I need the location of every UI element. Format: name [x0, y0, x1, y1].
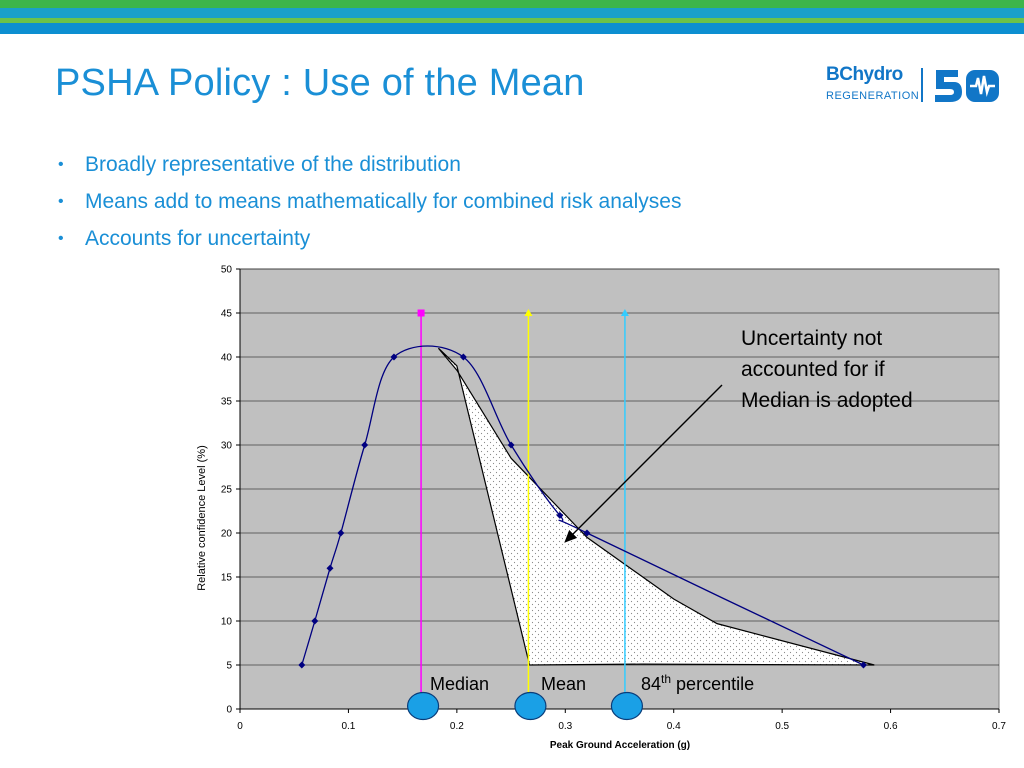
data-point [326, 564, 334, 572]
x-tick-label: 0.2 [450, 721, 464, 732]
percentile-labels: Median Mean 84th percentile [430, 672, 754, 694]
x-tick-label: 0.3 [558, 721, 572, 732]
percentile-label: 84th percentile [641, 672, 754, 694]
logo-brand: BChydro [826, 64, 903, 85]
y-tick-label: 50 [221, 265, 233, 276]
y-tick-label: 5 [226, 661, 232, 672]
bullet-item: • Broadly representative of the distribut… [58, 150, 681, 187]
bullet-text: Accounts for uncertainty [85, 227, 311, 250]
x-tick-label: 0.7 [992, 721, 1006, 732]
annotation-line: Median is adopted [741, 389, 913, 412]
percentile-dot [610, 691, 644, 721]
percentile-lines [417, 309, 629, 705]
y-tick-label: 0 [226, 705, 232, 716]
percentile-label: Mean [541, 674, 586, 694]
logo-50-mark [935, 70, 999, 102]
bullet-dot-icon: • [58, 156, 64, 173]
slide-title: PSHA Policy : Use of the Mean [55, 62, 585, 104]
y-tick-label: 45 [221, 309, 233, 320]
bullet-item: • Accounts for uncertainty [58, 224, 681, 261]
percentile-dot [514, 691, 547, 721]
data-point [298, 661, 306, 669]
y-tick-label: 25 [221, 485, 233, 496]
top-band-blue [0, 23, 1024, 34]
data-point [361, 441, 369, 449]
x-tick-label: 0 [237, 721, 243, 732]
logo-separator [921, 68, 923, 102]
y-tick-label: 35 [221, 397, 233, 408]
y-tick-label: 10 [221, 617, 233, 628]
data-point [859, 661, 867, 669]
data-point [459, 353, 467, 361]
y-axis-label: Relative confidence Level (%) [196, 445, 208, 591]
y-tick-label: 40 [221, 353, 233, 364]
x-tick-label: 0.5 [775, 721, 789, 732]
data-point [390, 353, 398, 361]
annotation-arrow [564, 384, 723, 543]
logo-tagline: REGENERATION [826, 90, 920, 102]
bullet-text: Means add to means mathematically for co… [85, 190, 682, 213]
confidence-series [298, 345, 867, 669]
axis-ticks: 0 5 10 15 20 25 30 35 40 45 50 0 0.1 0.2 0.3 0.4 0.5 0.6 0… [221, 265, 1007, 733]
axis-labels: Relative confidence Level (%) Peak Groun… [196, 445, 690, 751]
annotation-line: accounted for if [741, 358, 885, 381]
percentile-label: Median [430, 674, 489, 694]
percentile-end-marker [524, 309, 533, 316]
x-axis-label: Peak Ground Acceleration (g) [550, 740, 690, 751]
data-point [337, 529, 345, 537]
bchydro-logo: BChydro REGENERATION [824, 64, 1004, 108]
bullet-list: • Broadly representative of the distribut… [58, 150, 681, 261]
annotation-line: Uncertainty not [741, 327, 882, 350]
bullet-dot-icon: • [58, 230, 64, 247]
top-band-green [0, 0, 1024, 8]
uncertainty-region [437, 347, 875, 666]
top-band-teal [0, 8, 1024, 18]
y-tick-label: 30 [221, 441, 233, 452]
data-point [311, 617, 319, 625]
bullet-text: Broadly representative of the distributi… [85, 153, 461, 176]
percentile-dots [406, 691, 644, 721]
data-point [556, 511, 564, 519]
x-tick-label: 0.4 [667, 721, 681, 732]
data-point [583, 529, 591, 537]
percentile-dot [406, 691, 440, 721]
uncertainty-area [437, 347, 875, 666]
bullet-dot-icon: • [58, 193, 64, 210]
top-band-lightgreen [0, 18, 1024, 23]
uncertainty-annotation: Uncertainty not accounted for if Median is… [564, 327, 913, 543]
data-point [507, 441, 515, 449]
y-tick-label: 20 [221, 529, 233, 540]
x-tick-label: 0.1 [341, 721, 355, 732]
percentile-end-marker [620, 309, 629, 316]
x-tick-label: 0.6 [884, 721, 898, 732]
bullet-item: • Means add to means mathematically for c… [58, 187, 681, 224]
y-tick-label: 15 [221, 573, 233, 584]
median-end-marker [417, 309, 425, 317]
